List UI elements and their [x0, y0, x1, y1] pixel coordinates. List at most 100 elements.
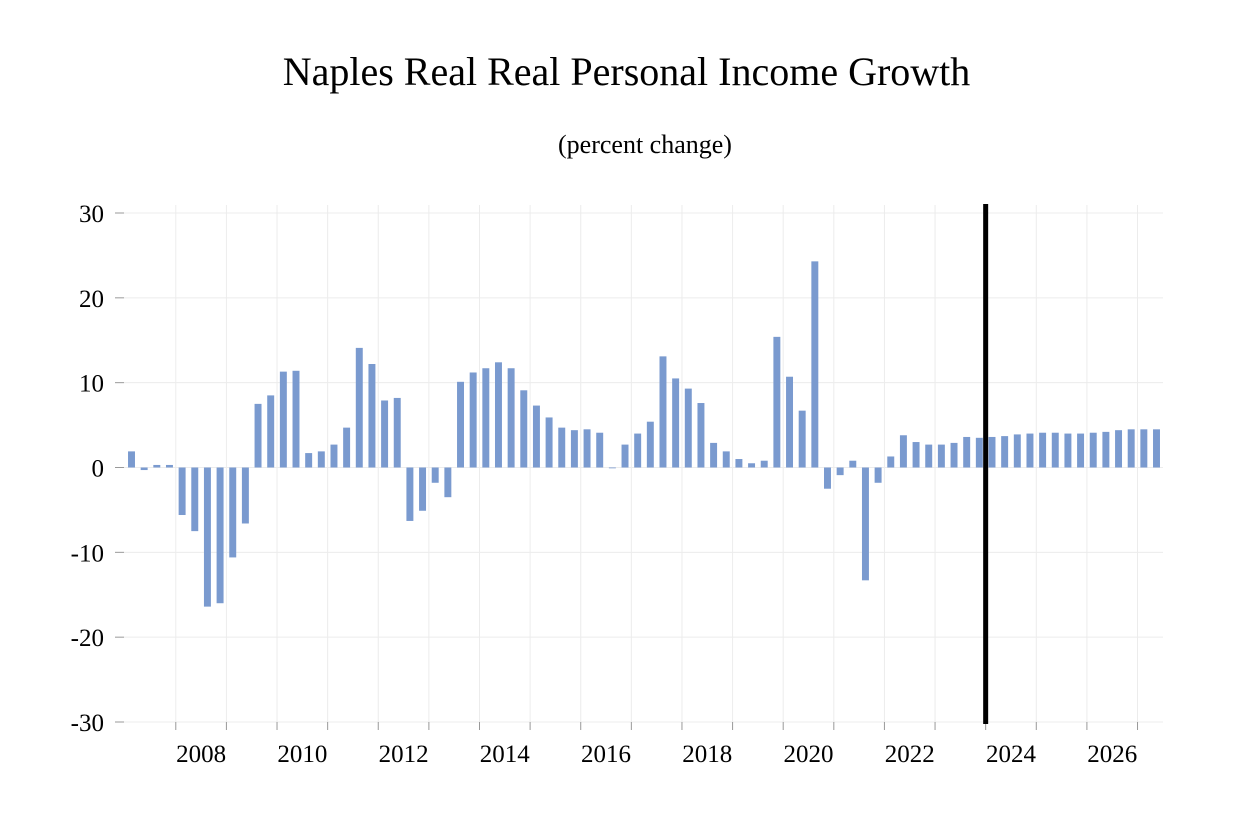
bar — [165, 464, 173, 468]
bar — [1102, 431, 1110, 468]
bar — [1026, 433, 1034, 468]
y-tick-label: 10 — [79, 371, 104, 398]
bar — [330, 444, 338, 468]
bar — [937, 444, 945, 468]
x-tick-label: 2026 — [1087, 741, 1137, 768]
bar — [267, 395, 275, 468]
bar — [494, 362, 502, 468]
bar — [482, 368, 490, 468]
bar — [912, 442, 920, 468]
bar — [899, 435, 907, 468]
x-tick-label: 2016 — [581, 741, 631, 768]
bar — [507, 368, 515, 468]
bar — [191, 467, 199, 532]
bar — [988, 436, 996, 468]
bar — [216, 467, 224, 604]
bar — [140, 467, 148, 471]
bar — [975, 437, 983, 468]
bar — [773, 336, 781, 468]
bar — [659, 356, 667, 468]
x-tick-label: 2020 — [784, 741, 834, 768]
bar — [317, 451, 325, 468]
bar — [697, 403, 705, 468]
x-tick-label: 2010 — [277, 741, 327, 768]
bar — [368, 364, 376, 468]
bar — [279, 371, 287, 468]
bar — [684, 388, 692, 468]
bar — [874, 467, 882, 483]
y-tick-label: -30 — [71, 710, 104, 737]
bar — [128, 451, 135, 468]
x-tick-label: 2022 — [885, 741, 935, 768]
y-tick-label: -10 — [71, 540, 104, 567]
bar — [444, 467, 452, 498]
bar — [925, 444, 933, 468]
bar — [722, 451, 730, 468]
bar — [583, 429, 591, 468]
bar-series — [128, 261, 1160, 607]
bar — [735, 459, 743, 468]
bar — [861, 467, 869, 581]
bar — [646, 421, 654, 468]
bar — [457, 381, 464, 468]
y-tick-label: 20 — [79, 286, 104, 313]
bar — [241, 467, 249, 524]
x-tick-label: 2014 — [480, 741, 531, 768]
bar — [1013, 434, 1021, 468]
x-tick-label: 2018 — [682, 741, 732, 768]
bar — [1089, 432, 1097, 468]
gridlines — [124, 205, 1163, 723]
chart-title: Naples Real Real Personal Income Growth — [282, 49, 971, 94]
y-tick-label: -20 — [71, 625, 104, 652]
bar — [406, 467, 414, 521]
bar — [1001, 436, 1009, 468]
bar — [1051, 432, 1059, 468]
bar — [1153, 429, 1160, 468]
bar — [1115, 430, 1123, 468]
bar — [153, 464, 161, 468]
bar — [786, 376, 794, 468]
bar — [798, 410, 806, 468]
bar — [849, 460, 857, 468]
bar — [1077, 433, 1085, 468]
bar — [343, 427, 351, 468]
bar — [305, 453, 313, 468]
bar — [1140, 429, 1148, 468]
bar — [545, 417, 553, 468]
bar — [393, 397, 401, 468]
bar — [634, 433, 642, 468]
bar — [520, 390, 528, 468]
bar — [672, 378, 680, 468]
y-tick-label: 30 — [79, 201, 104, 228]
bar — [710, 442, 718, 468]
bar — [254, 403, 262, 468]
bar — [950, 442, 958, 468]
bar — [178, 467, 186, 516]
x-tick-label: 2024 — [986, 741, 1037, 768]
chart-subtitle: (percent change) — [558, 130, 732, 159]
bar — [760, 460, 768, 468]
x-tick-label: 2008 — [176, 741, 226, 768]
bar — [570, 430, 578, 468]
bar — [596, 432, 604, 468]
bar — [811, 261, 819, 468]
bar — [1064, 433, 1072, 468]
bar — [824, 467, 831, 489]
bar — [203, 467, 211, 607]
bar — [469, 372, 477, 468]
bar — [887, 456, 895, 468]
bar — [963, 436, 971, 468]
bar — [558, 427, 566, 468]
bar — [836, 467, 844, 476]
bar — [532, 405, 540, 468]
y-tick-label: 0 — [92, 456, 105, 483]
bar — [431, 467, 439, 483]
bar — [229, 467, 237, 558]
bar — [608, 467, 616, 469]
x-tick-label: 2012 — [379, 741, 429, 768]
bar — [748, 463, 756, 468]
bar — [1127, 429, 1135, 468]
bar — [355, 347, 363, 468]
